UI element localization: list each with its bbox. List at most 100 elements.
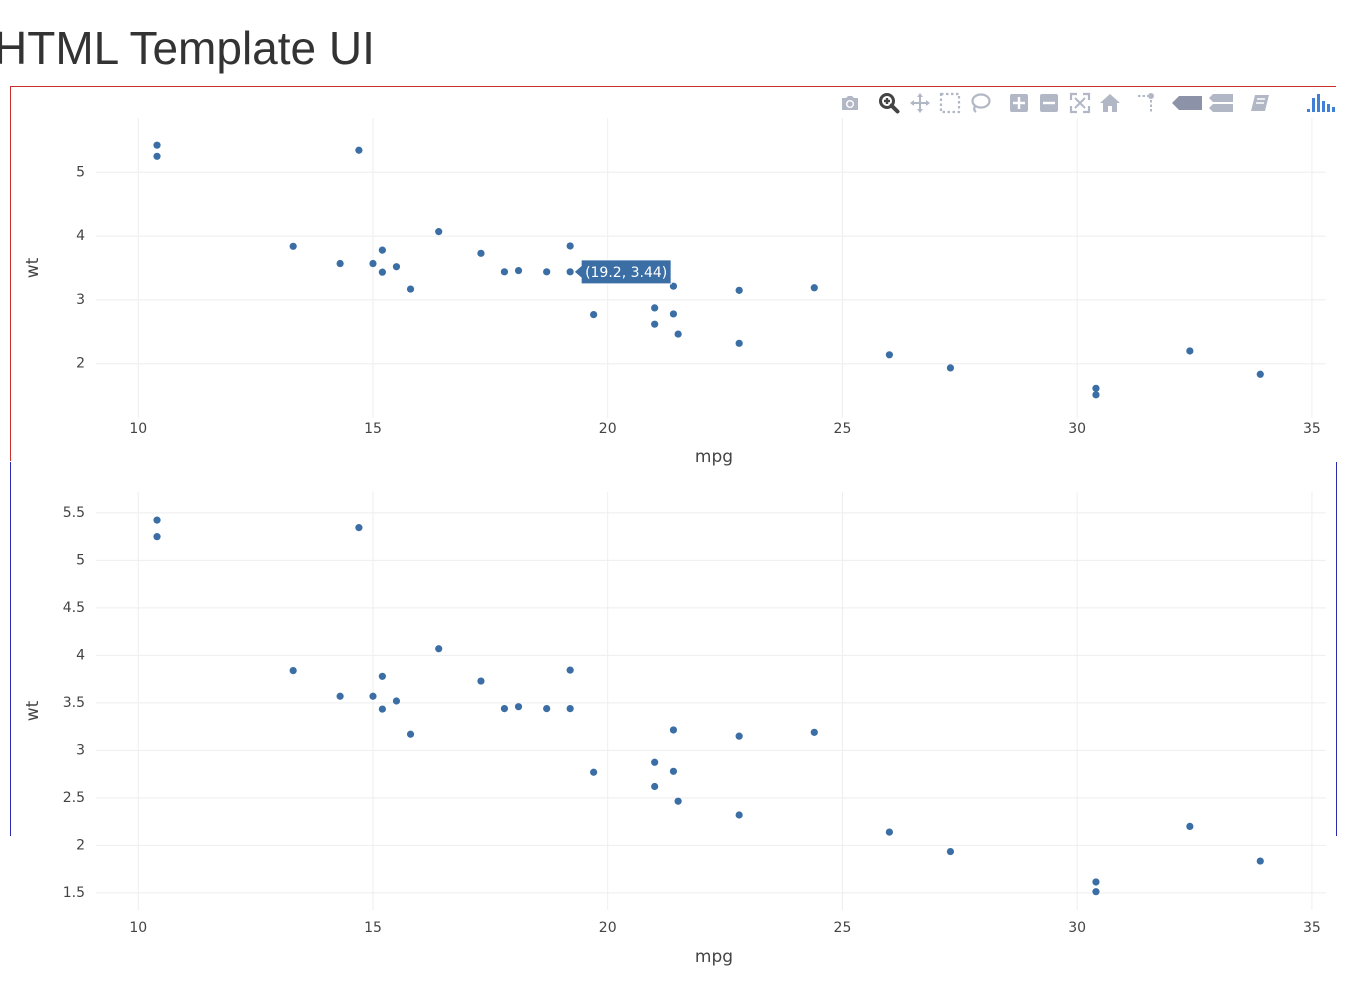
hover-tooltip: (19.2, 3.44) (573, 259, 672, 285)
data-point[interactable] (514, 703, 523, 711)
scatter-plot-top[interactable]: 10 15 20 25 30 35 2 3 4 5 mpg wt (19.2, 3.44) (0, 88, 1348, 468)
x-tick-label: 35 (1303, 421, 1321, 437)
data-point[interactable] (1092, 888, 1100, 896)
page-title: HTML Template UI (0, 22, 375, 74)
pan-icon[interactable] (907, 90, 933, 116)
hover-tooltip-box (573, 259, 672, 285)
y-tick-label: 5 (76, 552, 85, 568)
data-point[interactable] (369, 692, 377, 700)
data-point[interactable] (355, 146, 363, 154)
data-point[interactable] (651, 304, 659, 312)
lasso-select-icon[interactable] (967, 90, 993, 116)
data-point[interactable] (543, 705, 551, 713)
data-point[interactable] (669, 726, 678, 734)
data-point[interactable] (500, 705, 509, 713)
y-tick-label: 3.5 (63, 695, 85, 711)
x-tick-label: 20 (599, 421, 617, 437)
data-point[interactable] (590, 310, 598, 319)
data-point[interactable] (810, 728, 818, 736)
data-point[interactable] (378, 705, 386, 713)
data-point[interactable] (1186, 347, 1194, 355)
hover-compare-icon[interactable] (1206, 90, 1236, 116)
data-point[interactable] (355, 524, 363, 532)
data-point[interactable] (435, 228, 443, 236)
zoom-in-icon[interactable] (1006, 90, 1032, 116)
data-point[interactable] (406, 285, 415, 293)
data-point[interactable] (735, 339, 743, 347)
data-point[interactable] (477, 677, 485, 685)
data-point[interactable] (651, 320, 659, 328)
data-point[interactable] (289, 242, 297, 250)
y-axis-title: wt (23, 257, 43, 278)
y-tick-label: 4 (76, 228, 85, 244)
data-point[interactable] (946, 364, 955, 372)
data-point[interactable] (669, 310, 678, 318)
data-point[interactable] (378, 268, 386, 276)
data-point[interactable] (153, 141, 161, 149)
data-point[interactable] (674, 797, 682, 805)
data-point[interactable] (1092, 878, 1100, 886)
data-point[interactable] (336, 259, 344, 268)
reset-axes-icon[interactable] (1097, 90, 1123, 116)
data-point[interactable] (1256, 857, 1264, 865)
data-point[interactable] (566, 268, 574, 276)
data-point[interactable] (435, 645, 443, 653)
data-point[interactable] (1092, 384, 1100, 392)
data-point[interactable] (392, 263, 401, 271)
data-point[interactable] (500, 268, 509, 276)
x-tick-label: 35 (1303, 920, 1321, 936)
data-point[interactable] (669, 767, 678, 775)
data-point[interactable] (651, 782, 659, 791)
data-point[interactable] (590, 768, 598, 776)
data-point[interactable] (392, 697, 401, 705)
data-point[interactable] (477, 249, 485, 257)
data-point[interactable] (669, 282, 678, 290)
x-tick-label: 10 (129, 421, 147, 437)
box-select-icon[interactable] (937, 90, 963, 116)
data-point[interactable] (885, 828, 893, 836)
data-point[interactable] (153, 533, 161, 541)
data-point[interactable] (735, 811, 743, 819)
x-tick-label: 30 (1068, 421, 1086, 437)
data-point[interactable] (735, 286, 743, 294)
data-point[interactable] (153, 516, 161, 524)
data-point[interactable] (336, 692, 344, 700)
y-tick-label: 3 (76, 742, 85, 758)
x-tick-label: 10 (129, 920, 147, 936)
data-point[interactable] (1256, 370, 1264, 378)
data-point[interactable] (566, 705, 574, 713)
y-tick-label: 4 (76, 647, 85, 663)
data-point[interactable] (885, 351, 893, 359)
data-point[interactable] (378, 672, 386, 680)
camera-icon[interactable] (837, 90, 863, 116)
data-point[interactable] (543, 268, 551, 276)
data-point[interactable] (946, 847, 955, 856)
data-point[interactable] (289, 667, 297, 675)
x-tick-label: 25 (834, 421, 852, 437)
data-point[interactable] (651, 758, 659, 766)
data-point[interactable] (1186, 822, 1194, 830)
y-tick-label: 4.5 (63, 600, 85, 616)
data-point[interactable] (378, 246, 386, 254)
autoscale-icon[interactable] (1067, 90, 1093, 116)
x-tick-label: 25 (834, 920, 852, 936)
zoom-icon[interactable] (876, 90, 902, 116)
data-point[interactable] (406, 730, 415, 738)
data-point[interactable] (153, 152, 161, 160)
data-point[interactable] (1092, 391, 1100, 399)
spike-lines-icon[interactable] (1134, 90, 1160, 116)
data-point[interactable] (810, 284, 818, 292)
scatter-plot-bottom[interactable]: 10 15 20 25 30 35 1.5 2 2.5 3 3.5 4 4.5 5 5.5 mpg wt (0, 470, 1348, 970)
data-point[interactable] (735, 732, 743, 740)
x-tick-label: 20 (599, 920, 617, 936)
zoom-out-icon[interactable] (1036, 90, 1062, 116)
data-point[interactable] (369, 259, 377, 268)
edit-chart-icon[interactable] (1247, 90, 1273, 116)
data-point[interactable] (514, 266, 523, 275)
data-point[interactable] (674, 330, 682, 338)
data-point[interactable] (566, 666, 574, 674)
plotly-logo-icon[interactable] (1304, 90, 1338, 116)
data-point[interactable] (566, 242, 574, 250)
hover-closest-icon[interactable] (1170, 90, 1204, 116)
x-axis-title: mpg (695, 947, 733, 967)
